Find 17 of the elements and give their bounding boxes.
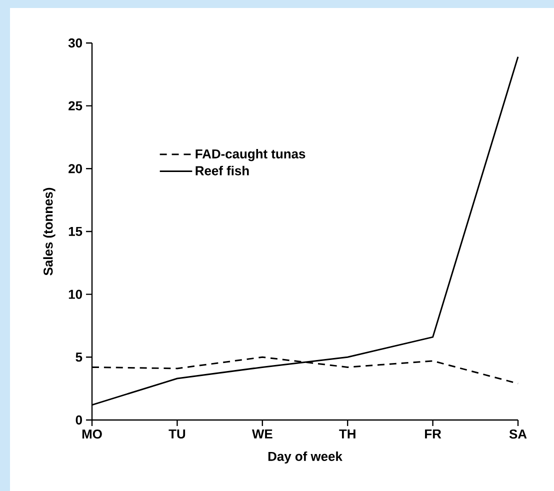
y-axis-title: Sales (tonnes) — [43, 188, 56, 276]
y-tick-label: 20 — [68, 164, 82, 174]
x-tick-label: MO — [82, 429, 102, 439]
x-axis-title: Day of week — [268, 451, 342, 464]
y-tick-label: 25 — [68, 101, 82, 110]
x-tick-label: SA — [509, 429, 527, 439]
x-tick-label: WE — [252, 429, 272, 438]
y-tick-label: 5 — [76, 352, 82, 362]
x-tick-label: TH — [339, 429, 356, 438]
y-tick-label: 0 — [76, 415, 82, 425]
legend-label: FAD-caught tunas — [196, 148, 306, 162]
y-tick-label: 30 — [68, 38, 82, 48]
legend-label: Reef fish — [196, 166, 249, 176]
x-tick-label: FR — [425, 429, 442, 438]
y-tick-label: 15 — [68, 226, 82, 236]
x-tick-label: TU — [168, 429, 186, 439]
y-tick-label: 10 — [68, 290, 82, 299]
